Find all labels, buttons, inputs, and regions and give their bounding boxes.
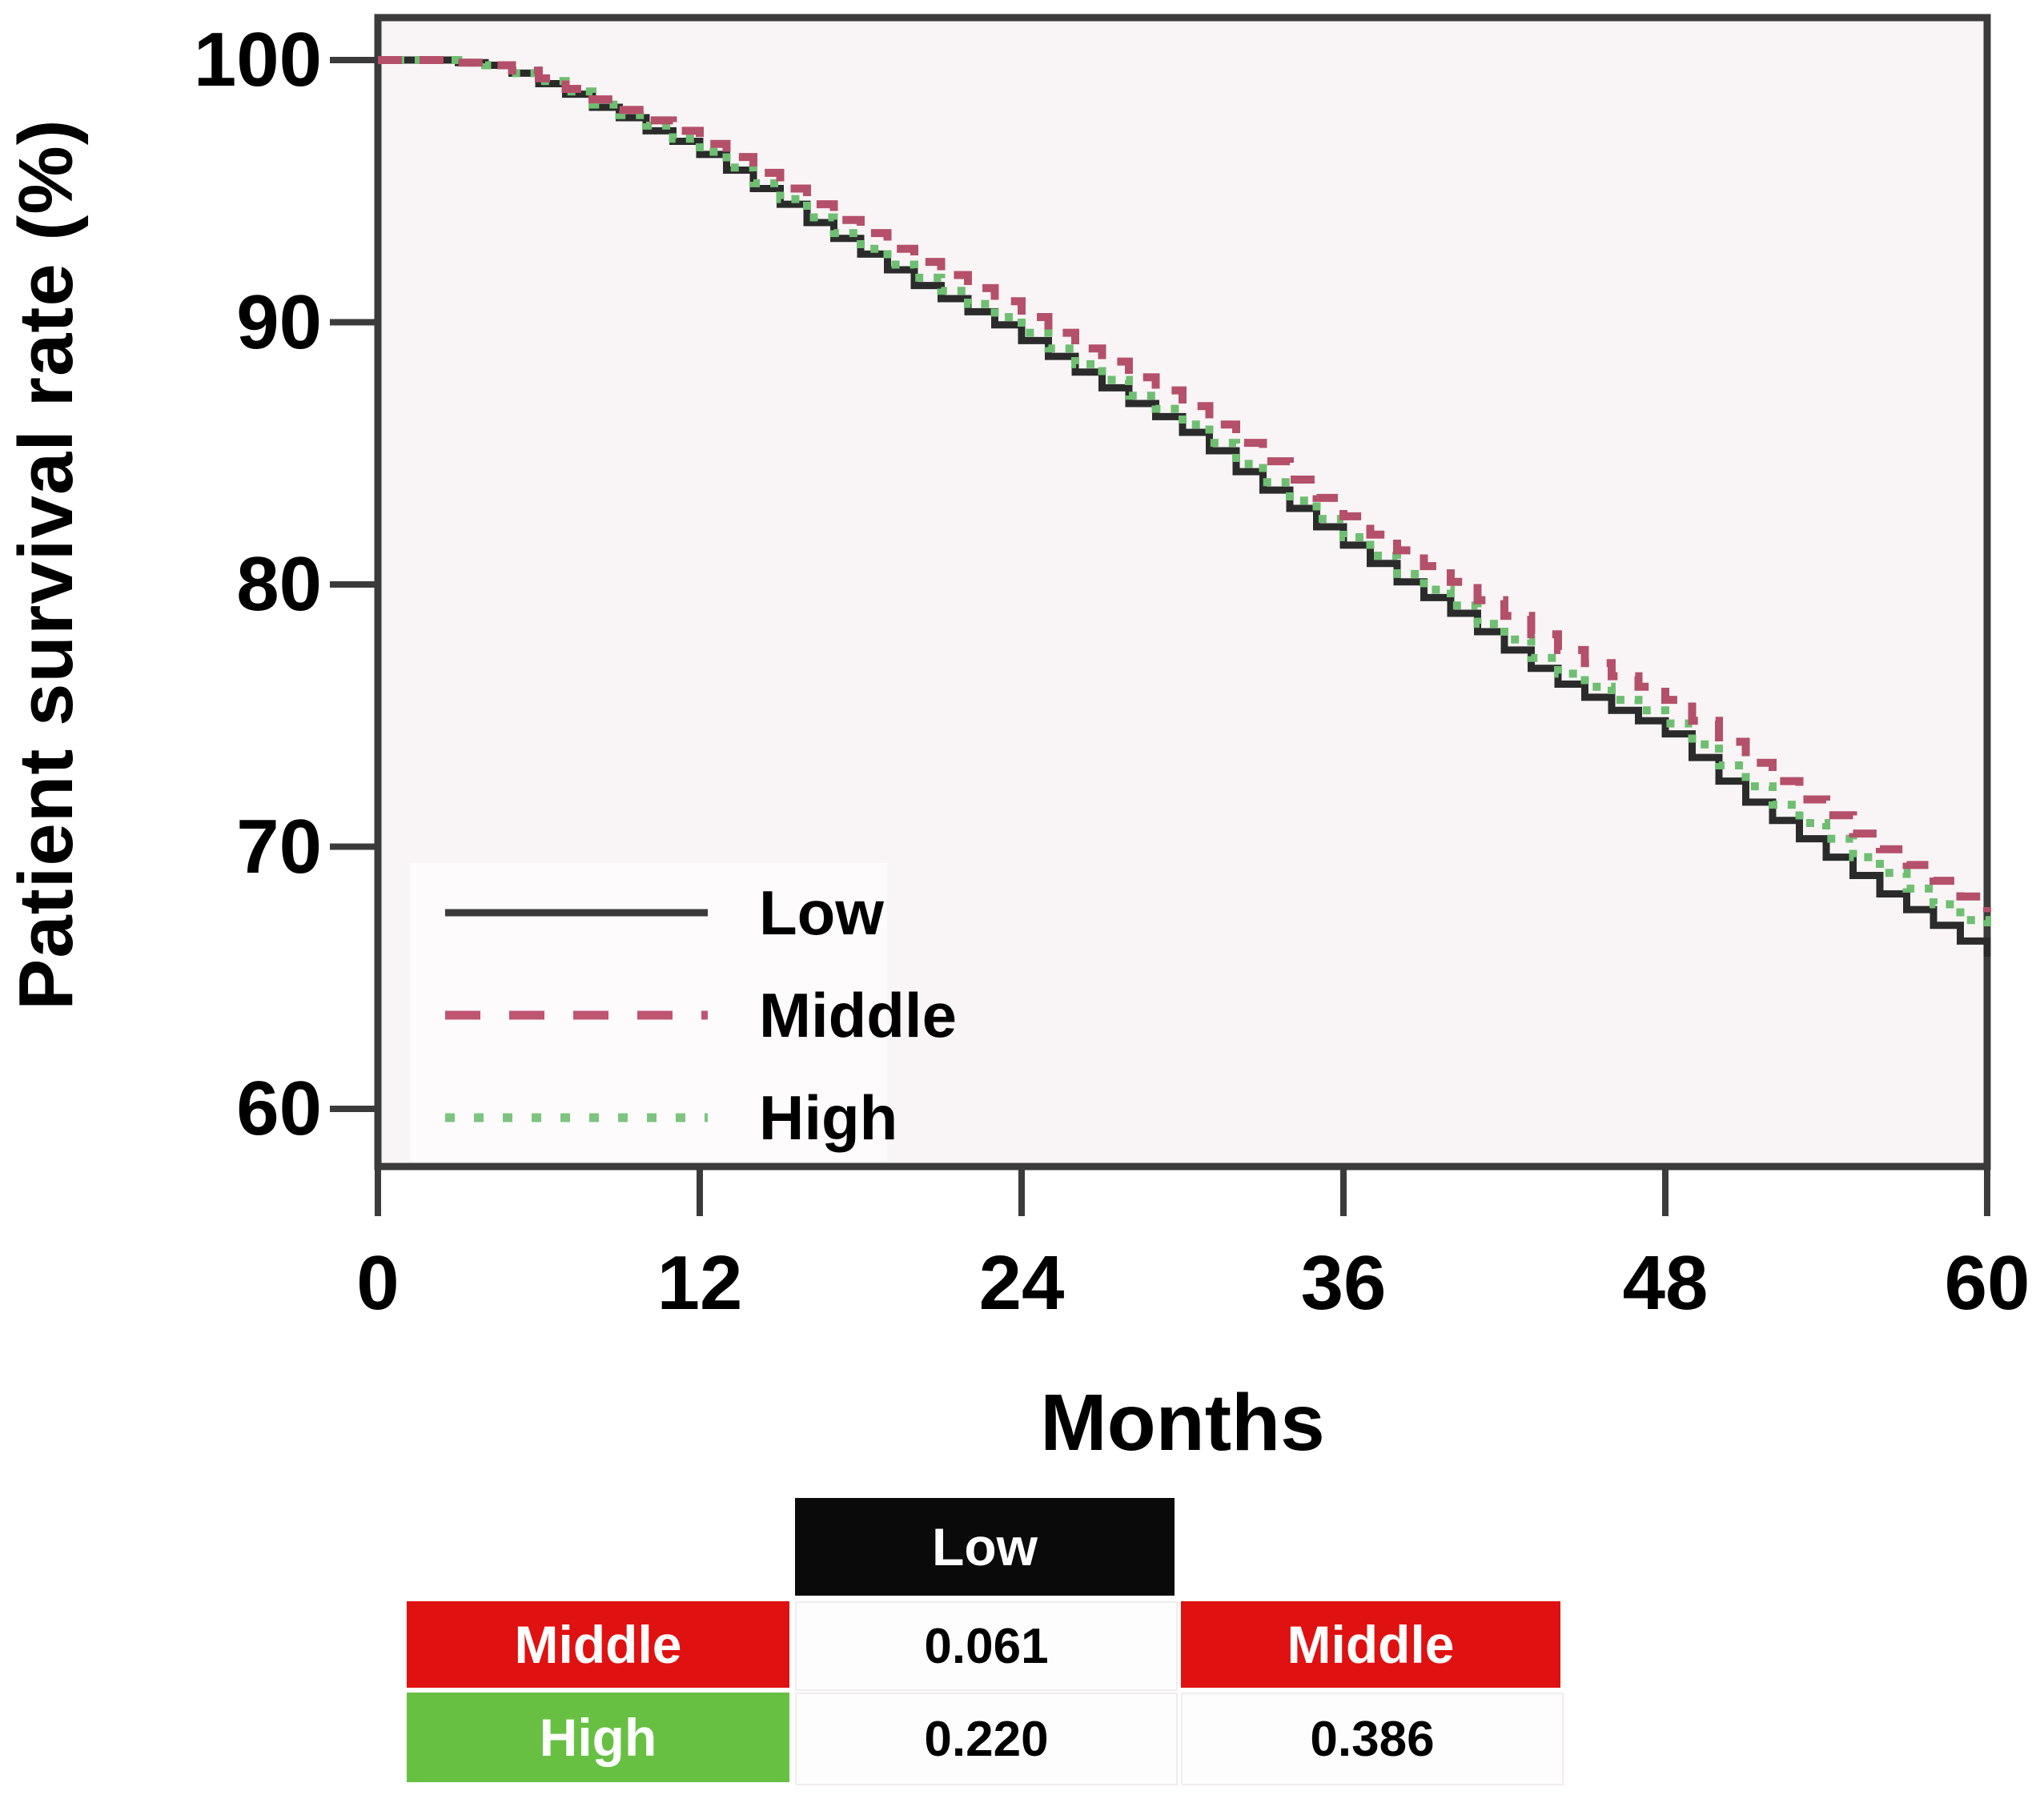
table-cell-high-header: High <box>407 1693 789 1782</box>
km-curve-high <box>378 56 1991 934</box>
x-axis-title: Months <box>1040 1378 1325 1468</box>
legend-label-high: High <box>759 1082 898 1153</box>
x-tick-label-36: 36 <box>1300 1240 1387 1326</box>
plot-frame <box>374 14 1991 1171</box>
legend-label-middle: Middle <box>759 979 957 1050</box>
x-tick-label-24: 24 <box>978 1240 1065 1326</box>
y-tick-label-100: 100 <box>193 17 322 102</box>
table-cell-middle-header-2: Middle <box>1181 1601 1560 1688</box>
x-tick-label-60: 60 <box>1944 1240 2030 1326</box>
y-tick-label-90: 90 <box>236 279 322 365</box>
table-cell-p-high-vs-low: 0.220 <box>795 1693 1178 1785</box>
table-cell-p-high-vs-middle: 0.386 <box>1181 1693 1564 1785</box>
y-tick-label-80: 80 <box>236 541 322 627</box>
x-tick-label-12: 12 <box>657 1240 743 1326</box>
table-cell-p-middle-vs-low: 0.061 <box>795 1601 1178 1691</box>
table-cell-middle-header: Middle <box>407 1601 789 1688</box>
table-cell-low-header: Low <box>795 1498 1175 1596</box>
x-tick-label-0: 0 <box>356 1240 400 1326</box>
x-tick-label-48: 48 <box>1622 1240 1709 1326</box>
km-curve-middle <box>378 56 1991 913</box>
legend-label-low: Low <box>759 877 884 948</box>
y-tick-label-60: 60 <box>236 1066 322 1151</box>
y-tick-label-70: 70 <box>236 803 322 889</box>
